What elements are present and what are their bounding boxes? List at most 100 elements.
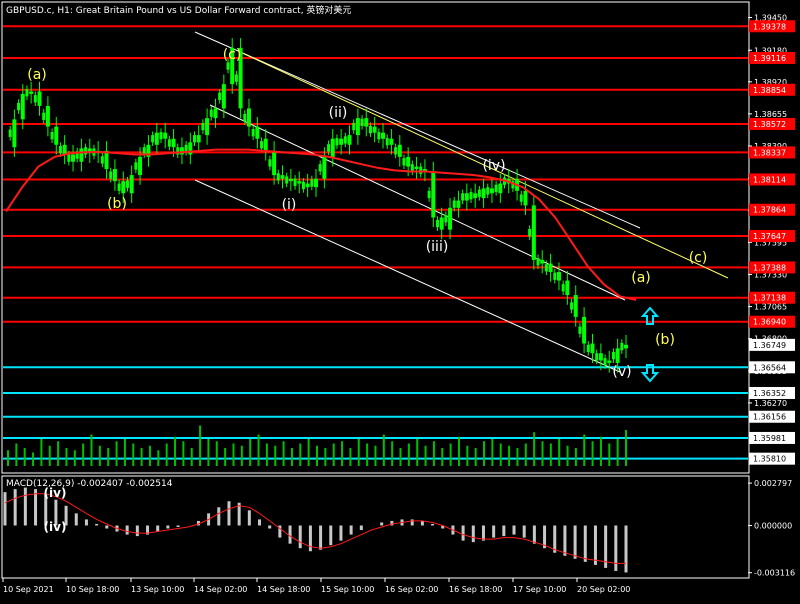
volume-histogram — [7, 425, 627, 466]
candle-body — [305, 183, 310, 188]
level-tag-bg — [749, 20, 795, 33]
candle-body — [607, 360, 612, 363]
candle-body — [268, 159, 272, 167]
candle-body — [146, 144, 151, 157]
channel-line — [194, 179, 621, 373]
candle-body — [213, 108, 218, 119]
candle-body — [134, 162, 138, 170]
price-tick-label: 1.37330 — [754, 270, 787, 279]
candle-body — [544, 264, 548, 272]
level-tag-bg — [749, 146, 795, 159]
current-price-label: 1.36749 — [753, 341, 786, 350]
candle-body — [8, 129, 12, 137]
candles — [8, 38, 628, 373]
candle-body — [221, 84, 226, 109]
candle-body — [58, 146, 62, 154]
candle-body — [439, 217, 444, 230]
time-axis: 10 Sep 2021 10 Sep 18:00 13 Sep 10:00 14 Se… — [2, 578, 630, 594]
candle-body — [276, 173, 280, 181]
candle-body — [327, 144, 331, 152]
candle-body — [62, 144, 67, 155]
candle-body — [615, 348, 620, 363]
wave-labels: (a) (b) (c) (a) (b) (c) (i) (ii) (iii) (iv) (v) — [27, 47, 707, 380]
time-label: 14 Sep 02:00 — [194, 585, 247, 594]
candle-body — [20, 93, 25, 120]
candle-body — [151, 135, 155, 143]
candle-body — [556, 272, 561, 281]
candle-body — [37, 91, 42, 107]
candle-body — [477, 189, 481, 197]
candle-body — [536, 258, 540, 266]
candle-body — [519, 194, 523, 202]
level-lines — [3, 25, 748, 460]
level-tag-bg — [749, 261, 795, 274]
candle-body — [193, 135, 197, 143]
candle-body — [230, 47, 235, 85]
level-tag-label: 1.35810 — [753, 455, 786, 464]
candle-body — [246, 108, 251, 127]
candle-body — [29, 91, 34, 94]
candle-body — [171, 138, 176, 148]
price-tick-label: 1.39450 — [754, 14, 787, 23]
candle-body — [163, 132, 168, 139]
candle-body — [205, 118, 210, 136]
wave-label: (iii) — [426, 239, 449, 255]
macd-tick-label: -0.003116 — [754, 569, 795, 578]
candle-body — [343, 136, 347, 144]
candle-body — [255, 126, 260, 139]
candle-body — [355, 118, 360, 136]
candle-body — [394, 147, 398, 155]
level-tag-label: 1.38337 — [753, 148, 786, 157]
candle-body — [117, 183, 121, 191]
candle-body — [54, 126, 59, 145]
candle-body — [586, 344, 590, 353]
time-label: 14 Sep 18:00 — [257, 585, 310, 594]
wave-label: (v) — [612, 364, 631, 380]
candle-body — [50, 132, 54, 140]
candle-body — [528, 229, 532, 237]
wave-label: (a) — [631, 270, 651, 286]
candle-body — [263, 138, 268, 151]
candle-body — [45, 106, 50, 127]
time-label: 16 Sep 18:00 — [449, 585, 502, 594]
time-label: 15 Sep 10:00 — [321, 585, 374, 594]
candle-body — [87, 148, 92, 154]
candle-body — [297, 181, 302, 184]
channel-line — [239, 51, 729, 279]
level-tag-bg — [749, 386, 795, 399]
candle-body — [33, 95, 37, 103]
level-tag-label: 1.36352 — [753, 389, 786, 398]
level-tag-label: 1.37388 — [753, 263, 786, 272]
candle-body — [25, 89, 29, 97]
candle-body — [473, 193, 478, 199]
level-tag-label: 1.37138 — [753, 294, 786, 303]
candle-body — [301, 181, 305, 190]
candle-body — [84, 147, 88, 155]
candle-body — [12, 119, 17, 148]
candle-body — [288, 178, 293, 182]
candle-body — [184, 144, 188, 153]
candle-body — [435, 219, 439, 228]
candle-body — [381, 132, 386, 139]
candle-body — [598, 353, 603, 361]
candle-body — [310, 179, 314, 187]
wave-label: (b) — [107, 196, 127, 212]
candle-body — [372, 126, 377, 133]
channel-line — [209, 104, 626, 301]
candle-body — [67, 154, 71, 162]
candle-body — [456, 200, 461, 208]
main-pane-frame — [1, 1, 750, 474]
candle-body — [603, 358, 607, 366]
level-tag-label: 1.39116 — [753, 54, 786, 63]
candle-body — [570, 302, 574, 310]
candle-body — [620, 342, 624, 351]
candle-body — [251, 129, 255, 137]
candle-body — [330, 138, 335, 157]
candle-body — [209, 109, 213, 117]
candle-body — [339, 138, 344, 145]
candle-body — [531, 205, 536, 260]
down-arrow-icon — [640, 364, 660, 383]
candle-body — [410, 164, 414, 172]
